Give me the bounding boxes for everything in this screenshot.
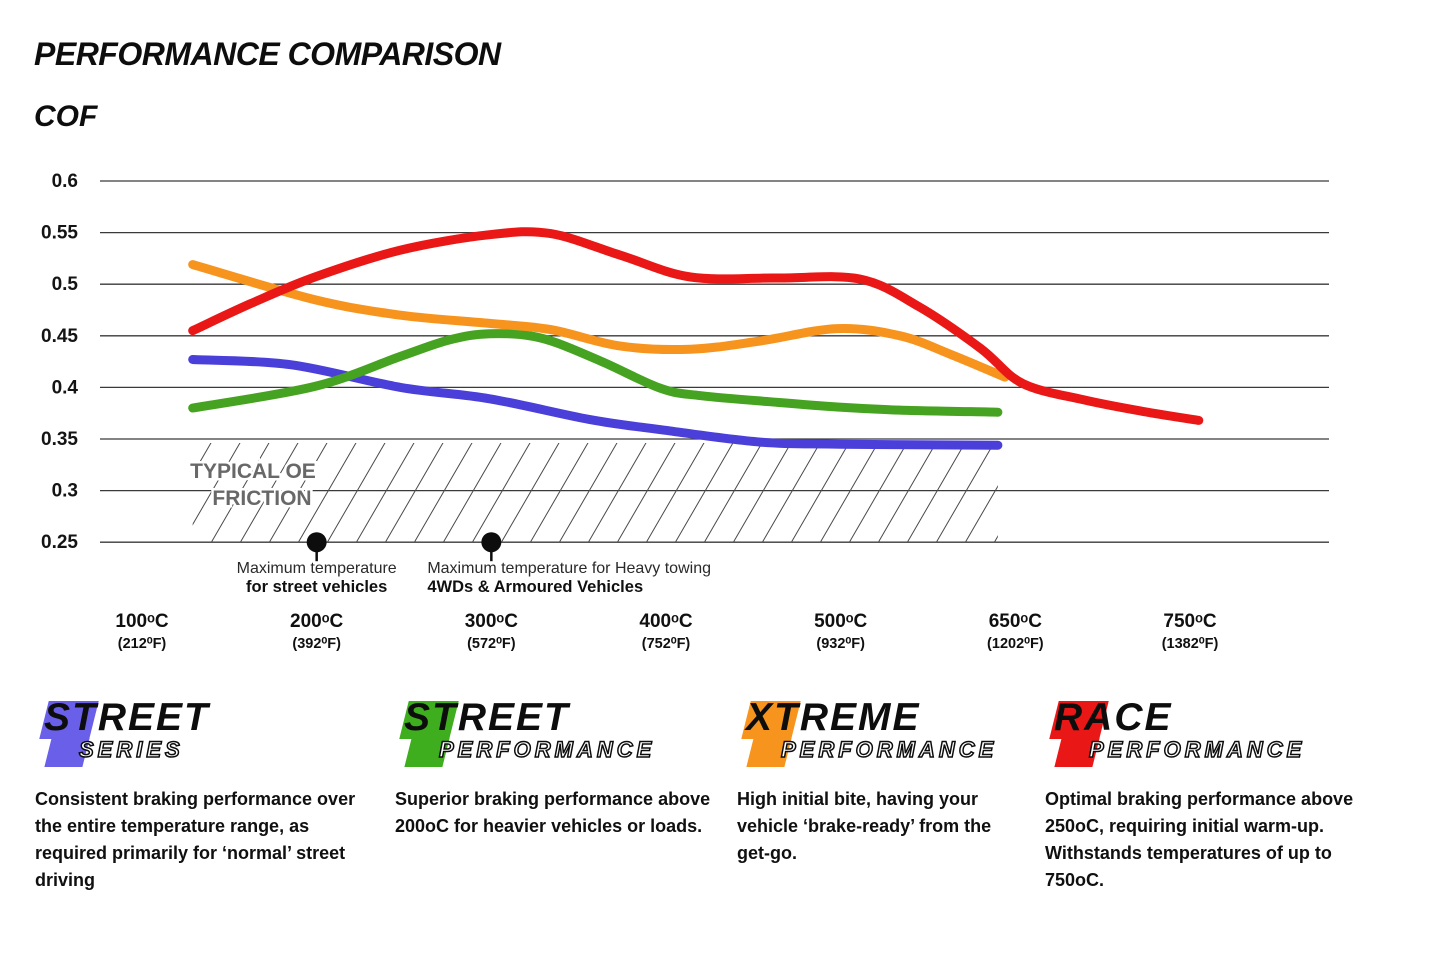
series-line-race-performance (188, 227, 1204, 425)
oe-hatch-line (384, 443, 444, 543)
x-tick-label-fahrenheit: (932⁰F) (816, 636, 865, 652)
y-tick-label: 0.3 (52, 481, 78, 502)
oe-hatch-line (192, 443, 241, 526)
oe-hatch-line (297, 443, 357, 543)
marker-pin-icon (481, 532, 502, 553)
street-performance-logo: STREET PERFORMANCE (395, 698, 717, 772)
logo-line2: PERFORMANCE (438, 736, 656, 763)
oe-hatch-line (790, 443, 850, 543)
xtreme-performance-logo: XTREME PERFORMANCE (737, 698, 1017, 772)
race-performance-logo: RACE PERFORMANCE (1045, 698, 1375, 772)
x-tick-label-celsius: 500ᵒC (814, 611, 867, 632)
oe-hatch-line (210, 443, 270, 543)
oe-hatch-line (413, 443, 473, 543)
product-card-race-performance: RACE PERFORMANCE Optimal braking perform… (1045, 698, 1375, 894)
oe-hatch-line (268, 443, 328, 543)
marker-annotation-line2: 4WDs & Armoured Vehicles (427, 578, 643, 596)
oe-hatch-line (616, 443, 676, 543)
series-line-street-series (188, 355, 1003, 450)
product-card-street-performance: STREET PERFORMANCE Superior braking perf… (395, 698, 717, 840)
logo-line1: STREET (404, 696, 570, 739)
logo-line1: RACE (1054, 696, 1173, 739)
oe-hatch-line (935, 443, 995, 543)
oe-hatch-line (442, 443, 502, 543)
oe-hatch-line (587, 443, 647, 543)
oe-hatch-line (732, 443, 792, 543)
oe-hatch-line (355, 443, 415, 543)
product-description: High initial bite, having your vehicle ‘… (737, 789, 992, 863)
performance-comparison-chart: 0.6 0.55 0.5 0.45 0.4 0.35 0.3 0.25 TYPICAL OE FR… (41, 171, 1329, 652)
oe-hatch-line (703, 443, 763, 543)
oe-hatch-line (192, 443, 212, 476)
x-tick-label-celsius: 300ᵒC (465, 611, 518, 632)
marker-annotation-line1: Maximum temperature (237, 560, 397, 577)
x-tick-label-celsius: 750ᵒC (1163, 611, 1216, 632)
series-line-street-performance (188, 329, 1003, 417)
y-tick-label: 0.55 (41, 223, 78, 244)
product-description: Consistent braking performance over the … (35, 789, 356, 890)
oe-hatch-line (848, 443, 908, 543)
y-tick-label: 0.4 (52, 377, 79, 398)
x-tick-label-fahrenheit: (212⁰F) (118, 636, 167, 652)
x-tick-label-fahrenheit: (1202⁰F) (987, 636, 1044, 652)
marker-annotation-line2: for street vehicles (246, 578, 387, 596)
oe-hatch-line (877, 443, 937, 543)
product-description: Optimal braking performance above 250oC,… (1045, 789, 1354, 890)
x-tick-label-celsius: 100ᵒC (115, 611, 168, 632)
product-card-xtreme-performance: XTREME PERFORMANCE High initial bite, ha… (737, 698, 1017, 867)
oe-hatch-line (819, 443, 879, 543)
oe-hatch-line (993, 535, 998, 543)
product-card-street-series: STREET SERIES Consistent braking perform… (35, 698, 365, 894)
logo-line2: SERIES (78, 736, 184, 763)
oe-hatch-line (674, 443, 734, 543)
y-tick-label: 0.25 (41, 532, 78, 553)
oe-hatch-line (906, 443, 966, 543)
marker-annotation-line1: Maximum temperature for Heavy towing (427, 560, 711, 577)
logo-line2: PERFORMANCE (780, 736, 998, 763)
logo-line1: XTREME (746, 696, 921, 739)
y-tick-label: 0.45 (41, 326, 78, 347)
oe-hatch-line (529, 443, 589, 543)
oe-hatch-line (123, 440, 184, 545)
x-tick-label-celsius: 400ᵒC (639, 611, 692, 632)
product-description: Superior braking performance above 200oC… (395, 789, 711, 836)
logo-line1: STREET (44, 696, 210, 739)
x-tick-label-fahrenheit: (392⁰F) (292, 636, 341, 652)
oe-friction-label-line1: TYPICAL OE (190, 460, 316, 483)
street-series-logo: STREET SERIES (35, 698, 365, 772)
oe-hatch-line (558, 443, 618, 543)
x-tick-label-celsius: 650ᵒC (989, 611, 1042, 632)
oe-hatch-line (471, 443, 531, 543)
series-line-xtreme-performance (188, 260, 1010, 382)
x-tick-label-celsius: 200ᵒC (290, 611, 343, 632)
page-title: PERFORMANCE COMPARISON (34, 36, 501, 72)
logo-line2: PERFORMANCE (1088, 736, 1306, 763)
x-tick-label-fahrenheit: (572⁰F) (467, 636, 516, 652)
y-tick-label: 0.6 (52, 171, 78, 192)
oe-hatch-line (326, 443, 386, 543)
y-tick-label: 0.35 (41, 429, 78, 450)
oe-hatch-line (761, 443, 821, 543)
oe-hatch-line (500, 443, 560, 543)
y-tick-label: 0.5 (52, 274, 79, 295)
x-tick-label-fahrenheit: (1382⁰F) (1162, 636, 1219, 652)
x-tick-label-fahrenheit: (752⁰F) (642, 636, 691, 652)
y-axis-title: COF (34, 100, 98, 133)
oe-hatch-line (645, 443, 705, 543)
product-legend-row: STREET SERIES Consistent braking perform… (0, 698, 1445, 958)
oe-hatch-line (964, 485, 998, 543)
oe-hatch-line (239, 443, 299, 543)
marker-pin-icon (306, 532, 327, 553)
oe-friction-label-line2: FRICTION (212, 487, 311, 510)
